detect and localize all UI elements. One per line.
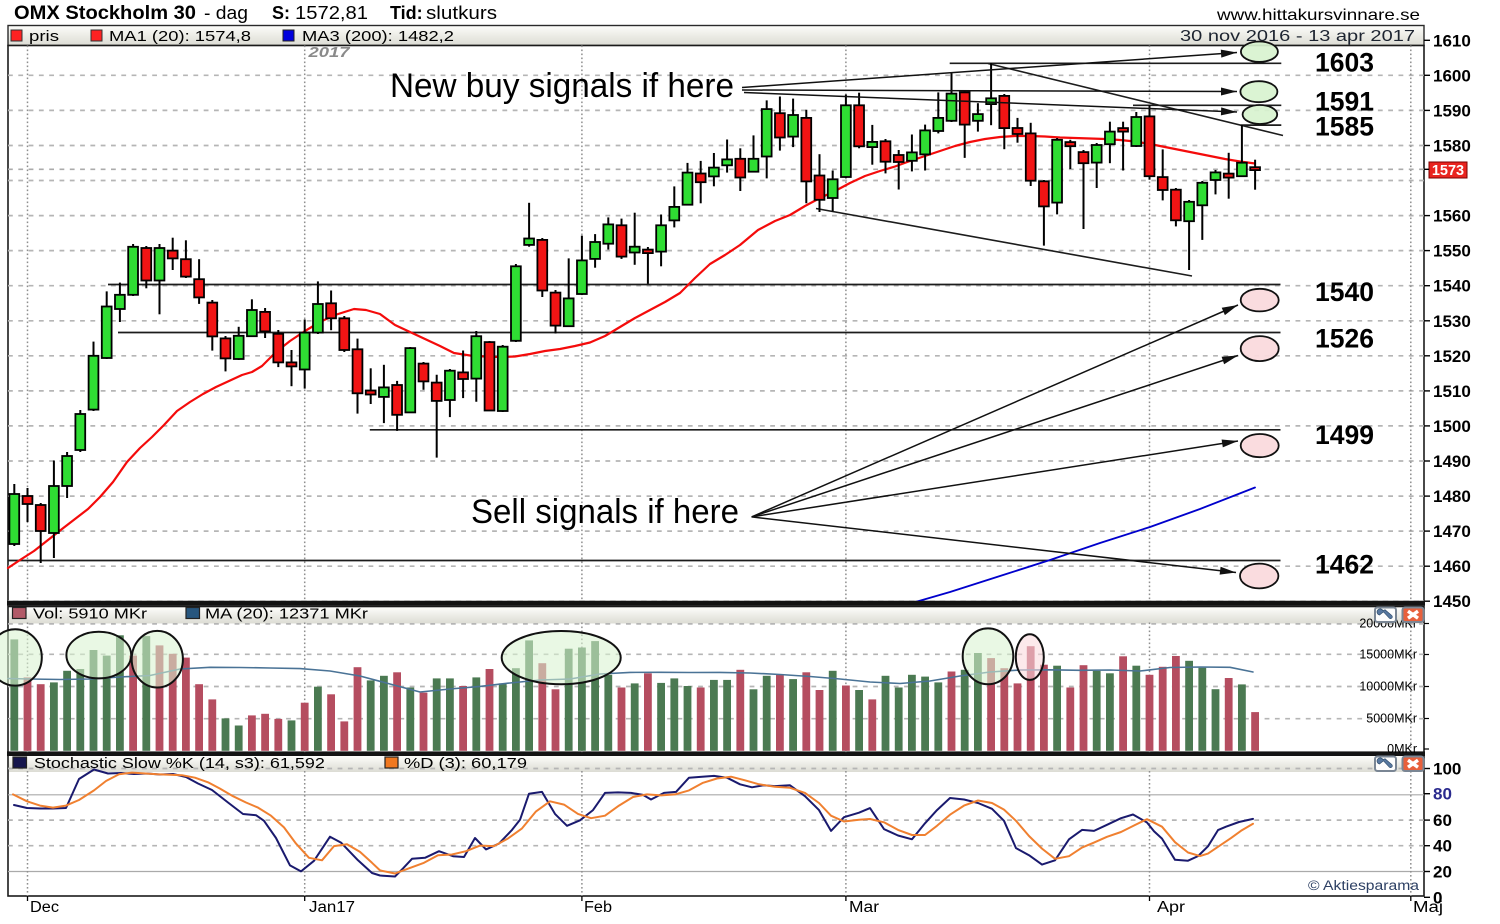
svg-text:60: 60 xyxy=(1433,811,1452,830)
svg-text:Dec: Dec xyxy=(30,899,59,916)
svg-text:1572,81: 1572,81 xyxy=(295,3,368,23)
svg-text:40: 40 xyxy=(1433,837,1452,856)
svg-text:MA3 (200): 1482,2: MA3 (200): 1482,2 xyxy=(302,28,454,45)
svg-text:pris: pris xyxy=(29,28,59,45)
svg-text:1490: 1490 xyxy=(1433,452,1471,471)
svg-text:1460: 1460 xyxy=(1433,557,1471,576)
svg-text:30 nov 2016 - 13 apr 2017: 30 nov 2016 - 13 apr 2017 xyxy=(1180,28,1415,45)
svg-text:1526: 1526 xyxy=(1315,323,1374,353)
svg-text:New buy signals if here: New buy signals if here xyxy=(390,67,734,105)
svg-text:- dag: - dag xyxy=(204,3,248,23)
svg-text:100: 100 xyxy=(1433,760,1461,779)
svg-text:1540: 1540 xyxy=(1315,277,1374,307)
svg-text:1470: 1470 xyxy=(1433,522,1471,541)
svg-text:Mar: Mar xyxy=(849,899,879,916)
svg-text:Stochastic Slow %K (14, s3): 6: Stochastic Slow %K (14, s3): 61,592 xyxy=(34,756,325,772)
svg-text:Tid:: Tid: xyxy=(390,3,423,23)
svg-text:www.hittakursvinnare.se: www.hittakursvinnare.se xyxy=(1216,7,1420,24)
svg-text:Jan17: Jan17 xyxy=(309,899,355,916)
svg-text:1603: 1603 xyxy=(1315,48,1374,78)
svg-text:Feb: Feb xyxy=(584,899,612,916)
svg-text:1480: 1480 xyxy=(1433,487,1471,506)
svg-text:1610: 1610 xyxy=(1433,31,1471,50)
svg-text:20: 20 xyxy=(1433,863,1452,882)
svg-text:1550: 1550 xyxy=(1433,242,1471,261)
svg-text:1573: 1573 xyxy=(1432,163,1464,179)
svg-text:%D (3): 60,179: %D (3): 60,179 xyxy=(404,756,527,772)
svg-text:15000MKr: 15000MKr xyxy=(1359,648,1417,662)
svg-text:Sell signals if here: Sell signals if here xyxy=(471,493,739,531)
svg-text:MA1 (20): 1574,8: MA1 (20): 1574,8 xyxy=(109,28,251,45)
svg-text:1462: 1462 xyxy=(1315,550,1374,580)
svg-text:slutkurs: slutkurs xyxy=(426,3,497,23)
svg-text:MA (20): 12371 MKr: MA (20): 12371 MKr xyxy=(205,607,368,623)
svg-text:Maj: Maj xyxy=(1413,899,1443,916)
svg-text:0: 0 xyxy=(1433,888,1442,907)
svg-text:Apr: Apr xyxy=(1157,899,1185,916)
svg-text:1591: 1591 xyxy=(1315,87,1374,117)
svg-text:1500: 1500 xyxy=(1433,417,1471,436)
svg-text:1450: 1450 xyxy=(1433,592,1471,611)
svg-text:1540: 1540 xyxy=(1433,277,1471,296)
svg-text:80: 80 xyxy=(1433,785,1452,804)
svg-text:1585: 1585 xyxy=(1315,111,1374,141)
svg-text:1510: 1510 xyxy=(1433,382,1471,401)
svg-text:1499: 1499 xyxy=(1315,420,1374,450)
svg-text:Vol: 5910 MKr: Vol: 5910 MKr xyxy=(33,607,147,623)
svg-text:0MKr: 0MKr xyxy=(1387,742,1417,756)
svg-text:5000MKr: 5000MKr xyxy=(1366,712,1417,726)
svg-text:1530: 1530 xyxy=(1433,312,1471,331)
svg-text:1600: 1600 xyxy=(1433,66,1471,85)
svg-text:OMX Stockholm 30: OMX Stockholm 30 xyxy=(14,3,196,24)
svg-text:1590: 1590 xyxy=(1433,101,1471,120)
svg-text:S:: S: xyxy=(272,3,290,23)
svg-text:2017: 2017 xyxy=(307,45,350,61)
svg-text:© Aktiesparama: © Aktiesparama xyxy=(1308,878,1420,893)
svg-text:1580: 1580 xyxy=(1433,137,1471,156)
svg-text:1520: 1520 xyxy=(1433,347,1471,366)
svg-text:1560: 1560 xyxy=(1433,207,1471,226)
svg-text:10000MKr: 10000MKr xyxy=(1359,680,1417,694)
